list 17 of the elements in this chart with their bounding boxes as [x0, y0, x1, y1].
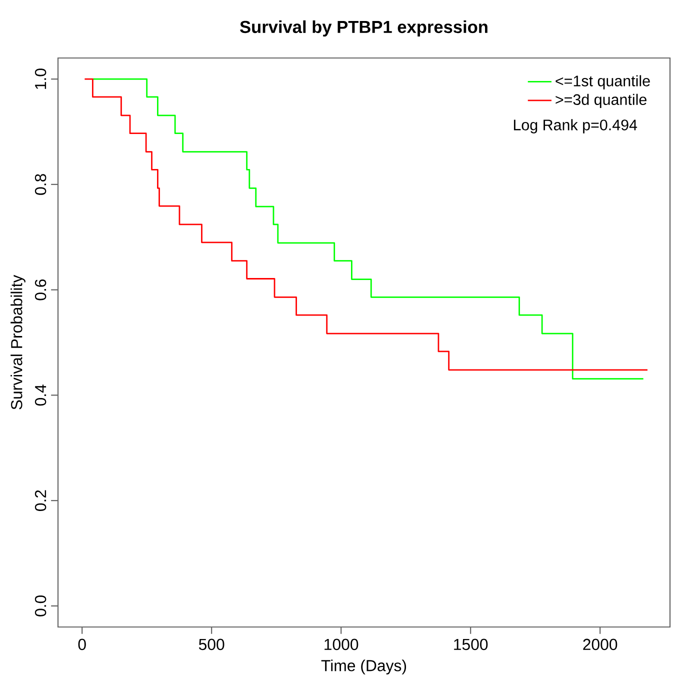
y-tick-label: 0.8: [34, 174, 46, 195]
y-tick-label: 0.4: [34, 384, 46, 406]
y-tick-label: 1.0: [34, 68, 46, 89]
x-tick-label: 1000: [324, 638, 358, 650]
chart-title: Survival by PTBP1 expression: [240, 20, 488, 36]
legend-label: <=1st quantile: [556, 75, 650, 90]
x-tick-label: 2000: [583, 638, 618, 650]
y-tick-label: 0.0: [34, 595, 46, 616]
y-tick-label: 0.2: [34, 490, 46, 511]
x-tick-label: 500: [198, 638, 224, 650]
y-axis-title: Survival Probability: [10, 274, 26, 410]
x-axis-title: Time (Days): [321, 660, 406, 674]
y-tick-label: 0.6: [34, 279, 46, 300]
x-tick-label: 1500: [454, 638, 488, 650]
annotation: Log Rank p=0.494: [514, 119, 638, 134]
legend-label: >=3d quantile: [556, 94, 646, 108]
x-tick-label: 0: [78, 638, 86, 650]
